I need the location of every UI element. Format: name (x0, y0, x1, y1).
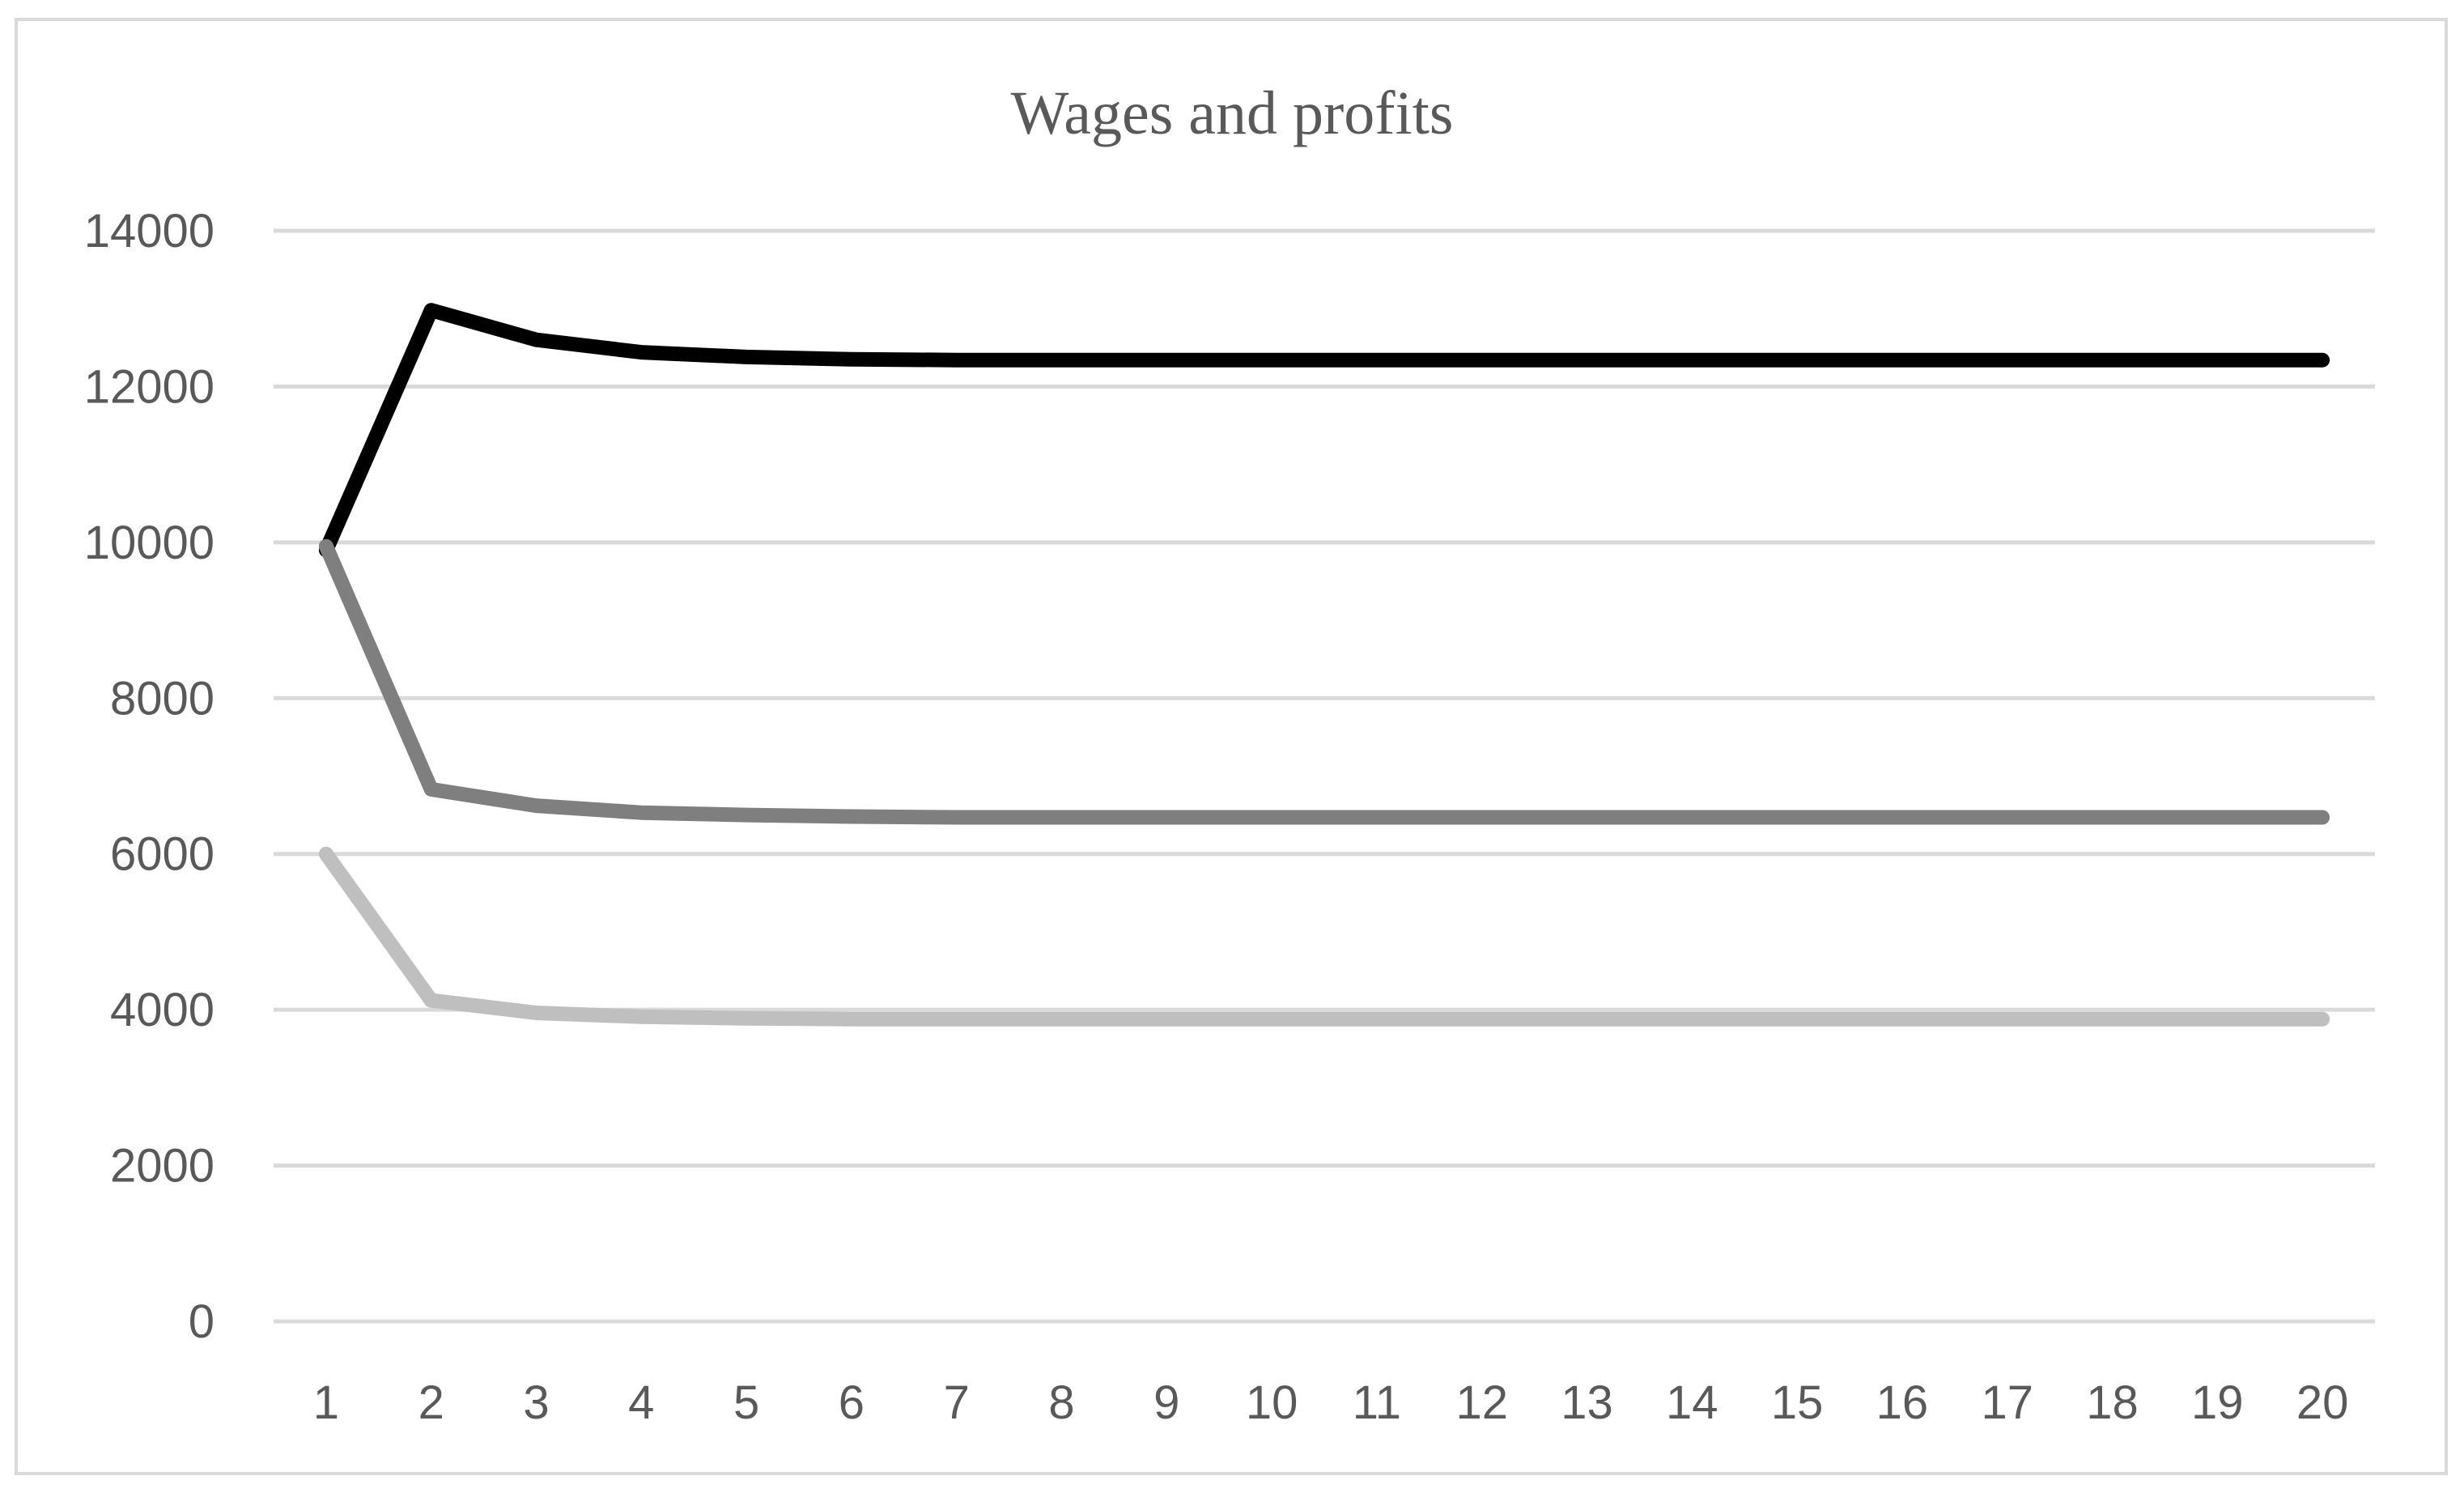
x-tick-label: 17 (1981, 1376, 2033, 1429)
series-line-3 (318, 846, 2330, 1027)
x-tick-label: 3 (523, 1376, 549, 1429)
x-tick-label: 10 (1246, 1376, 1298, 1429)
x-tick-label: 9 (1153, 1376, 1179, 1429)
x-tick-label: 16 (1876, 1376, 1929, 1429)
x-axis-ticks: 1 2 3 4 5 6 7 8 9 10 11 12 13 14 15 16 17 18 19 20 (313, 1376, 2349, 1429)
x-tick-label: 4 (628, 1376, 654, 1429)
series-line-1 (318, 303, 2330, 558)
chart-title: Wages and profits (1011, 79, 1454, 147)
y-tick-label: 10000 (84, 517, 215, 569)
x-tick-label: 7 (944, 1376, 970, 1429)
x-tick-label: 2 (418, 1376, 444, 1429)
x-tick-label: 15 (1771, 1376, 1824, 1429)
y-axis-ticks: 0 2000 4000 6000 8000 10000 12000 14000 (84, 205, 215, 1348)
series-lines (318, 303, 2330, 1027)
y-tick-label: 4000 (110, 984, 215, 1036)
x-tick-label: 20 (2296, 1376, 2349, 1429)
y-tick-label: 0 (189, 1295, 215, 1348)
y-tick-label: 8000 (110, 672, 215, 725)
x-tick-label: 18 (2086, 1376, 2139, 1429)
x-tick-label: 12 (1455, 1376, 1508, 1429)
x-tick-label: 14 (1666, 1376, 1718, 1429)
y-tick-label: 14000 (84, 205, 215, 257)
x-tick-label: 1 (313, 1376, 339, 1429)
series-line-2 (318, 538, 2330, 825)
x-tick-label: 6 (839, 1376, 865, 1429)
grid-lines (274, 228, 2375, 1324)
y-tick-label: 6000 (110, 828, 215, 881)
x-tick-label: 8 (1048, 1376, 1074, 1429)
x-tick-label: 11 (1353, 1376, 1401, 1429)
x-tick-label: 13 (1561, 1376, 1613, 1429)
y-tick-label: 2000 (110, 1140, 215, 1193)
y-tick-label: 12000 (84, 360, 215, 413)
x-tick-label: 5 (733, 1376, 759, 1429)
x-tick-label: 19 (2191, 1376, 2244, 1429)
chart-frame (15, 18, 2448, 1475)
